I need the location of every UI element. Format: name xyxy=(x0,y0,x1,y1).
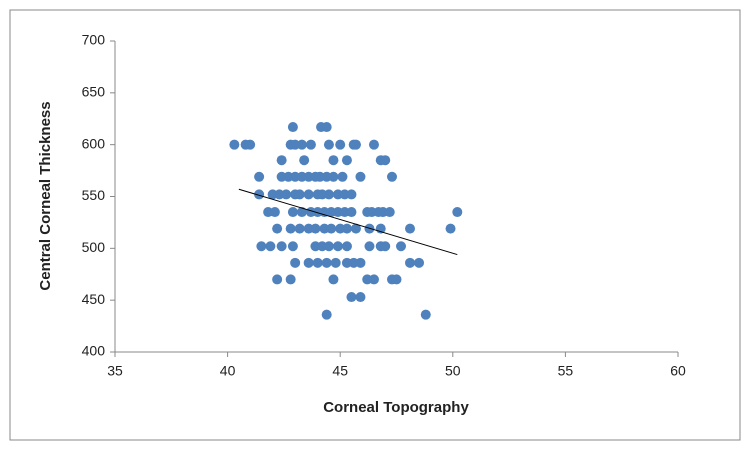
point xyxy=(332,241,343,252)
point xyxy=(405,257,416,268)
y-tick-label: 650 xyxy=(82,84,106,100)
point xyxy=(294,189,305,200)
point xyxy=(355,171,366,182)
x-tick-label: 60 xyxy=(670,363,686,379)
y-tick-label: 400 xyxy=(82,343,106,359)
point xyxy=(328,155,339,166)
point xyxy=(303,257,314,268)
point xyxy=(321,309,332,320)
point xyxy=(285,274,296,285)
y-tick-label: 450 xyxy=(82,291,106,307)
point xyxy=(368,274,379,285)
point xyxy=(380,241,391,252)
point xyxy=(420,309,431,320)
x-tick-label: 50 xyxy=(445,363,461,379)
trendline xyxy=(238,188,458,256)
point xyxy=(346,207,357,218)
point xyxy=(312,257,323,268)
point xyxy=(380,155,391,166)
point xyxy=(299,155,310,166)
point xyxy=(272,274,283,285)
point xyxy=(405,223,416,234)
point xyxy=(245,139,256,150)
point xyxy=(265,241,276,252)
point xyxy=(287,207,298,218)
chart-border xyxy=(9,9,741,441)
y-tick-label: 550 xyxy=(82,187,106,203)
point xyxy=(355,257,366,268)
point xyxy=(323,241,334,252)
y-tick-label: 600 xyxy=(82,135,106,151)
point xyxy=(229,139,240,150)
point xyxy=(323,189,334,200)
point xyxy=(276,241,287,252)
x-tick-label: 55 xyxy=(558,363,574,379)
point xyxy=(254,189,265,200)
point xyxy=(368,139,379,150)
point xyxy=(445,223,456,234)
point xyxy=(346,292,357,303)
point xyxy=(330,257,341,268)
point xyxy=(328,274,339,285)
point xyxy=(364,241,375,252)
point xyxy=(323,139,334,150)
point xyxy=(256,241,267,252)
point xyxy=(321,122,332,133)
point xyxy=(391,274,402,285)
y-tick-label: 500 xyxy=(82,239,106,255)
point xyxy=(346,189,357,200)
point xyxy=(355,292,366,303)
point xyxy=(321,257,332,268)
point xyxy=(341,241,352,252)
point xyxy=(452,207,463,218)
point xyxy=(396,241,407,252)
point xyxy=(281,189,292,200)
point xyxy=(328,171,339,182)
x-tick-label: 35 xyxy=(107,363,123,379)
point xyxy=(341,223,352,234)
point xyxy=(285,223,296,234)
point xyxy=(341,155,352,166)
point xyxy=(350,139,361,150)
point xyxy=(254,171,265,182)
point xyxy=(294,223,305,234)
x-tick-label: 45 xyxy=(332,363,348,379)
point xyxy=(303,189,314,200)
point xyxy=(276,155,287,166)
point xyxy=(272,223,283,234)
point xyxy=(290,257,301,268)
point xyxy=(296,207,307,218)
point xyxy=(414,257,425,268)
point xyxy=(384,207,395,218)
y-tick-label: 700 xyxy=(82,32,106,48)
point xyxy=(269,207,280,218)
point xyxy=(305,139,316,150)
x-axis-label: Corneal Topography xyxy=(323,399,469,416)
point xyxy=(335,139,346,150)
point xyxy=(287,241,298,252)
point xyxy=(386,171,397,182)
point xyxy=(287,122,298,133)
point xyxy=(310,223,321,234)
point xyxy=(326,223,337,234)
point xyxy=(350,223,361,234)
point xyxy=(337,171,348,182)
x-tick-label: 40 xyxy=(220,363,236,379)
y-axis-label: Central Corneal Thickness xyxy=(37,101,54,290)
point xyxy=(296,139,307,150)
